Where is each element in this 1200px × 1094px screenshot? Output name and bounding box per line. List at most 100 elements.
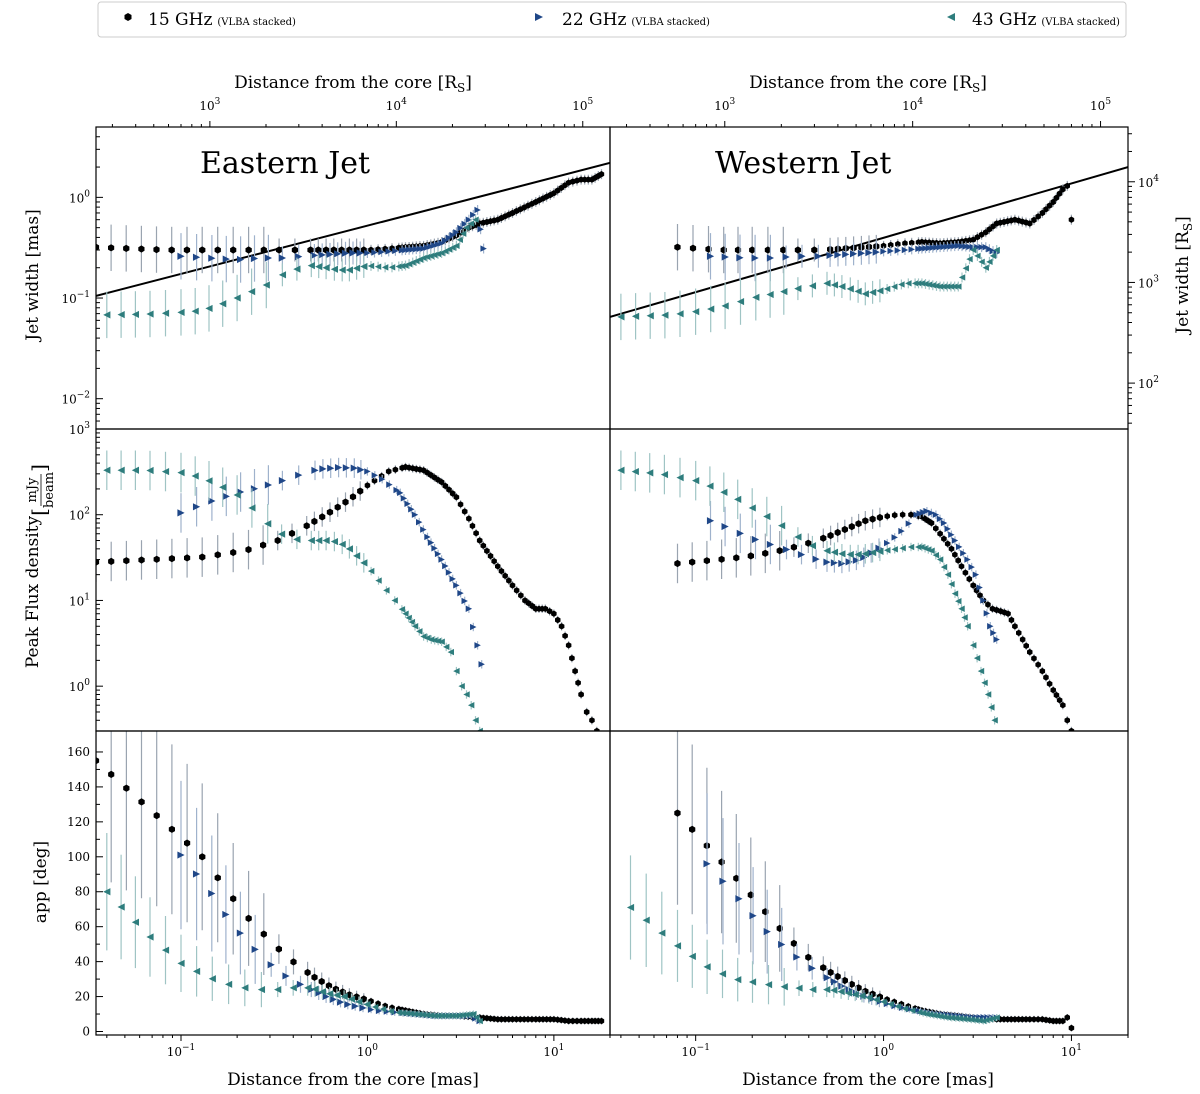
legend-marker-15ghz <box>124 13 132 21</box>
marker-43ghz <box>379 1005 387 1013</box>
marker-22ghz <box>951 242 958 250</box>
marker-43ghz <box>958 274 966 281</box>
marker-43ghz <box>419 1011 427 1018</box>
marker-43ghz <box>884 547 891 554</box>
marker-15ghz <box>555 616 561 624</box>
western-title: Western Jet <box>715 146 891 181</box>
marker-22ghz <box>872 248 880 256</box>
marker-15ghz <box>764 246 771 254</box>
marker-15ghz <box>827 968 834 976</box>
marker-43ghz <box>435 1012 442 1019</box>
marker-15ghz <box>1039 667 1046 675</box>
bottom-x-tick-label: 100 <box>873 1043 894 1059</box>
marker-15ghz <box>184 839 191 847</box>
angle-y-tick-label: 80 <box>75 885 90 899</box>
series-43ghz <box>617 450 998 725</box>
marker-15ghz <box>513 587 520 594</box>
marker-43ghz <box>277 530 286 538</box>
marker-43ghz <box>984 691 992 698</box>
top-x-tick-label: 105 <box>1090 97 1111 113</box>
marker-15ghz <box>332 985 339 993</box>
marker-43ghz <box>352 552 361 560</box>
marker-22ghz <box>465 216 473 223</box>
marker-22ghz <box>398 247 406 254</box>
marker-43ghz <box>948 580 955 588</box>
marker-22ghz <box>359 1004 367 1012</box>
marker-43ghz <box>453 242 460 250</box>
marker-15ghz <box>834 972 841 981</box>
marker-22ghz <box>457 224 464 232</box>
marker-15ghz <box>449 490 456 497</box>
marker-43ghz <box>355 998 363 1006</box>
marker-22ghz <box>413 245 420 253</box>
marker-15ghz <box>948 545 955 552</box>
marker-22ghz <box>264 481 273 489</box>
angle-y-tick-label: 100 <box>67 850 90 864</box>
marker-22ghz <box>766 540 775 549</box>
marker-22ghz <box>264 254 273 262</box>
marker-15ghz <box>776 547 783 555</box>
marker-15ghz <box>260 246 267 254</box>
marker-15ghz <box>1068 1024 1075 1032</box>
marker-43ghz <box>476 727 483 731</box>
panel-western-flux <box>617 450 1075 731</box>
series-43ghz <box>617 245 1000 341</box>
marker-22ghz <box>736 529 744 537</box>
marker-43ghz <box>330 265 338 273</box>
marker-22ghz <box>894 247 902 254</box>
marker-43ghz <box>936 283 944 290</box>
marker-43ghz <box>948 1014 956 1022</box>
marker-15ghz <box>199 853 206 861</box>
marker-22ghz <box>438 240 445 247</box>
marker-15ghz <box>862 517 869 525</box>
width-y-tick-label: 100 <box>69 189 90 205</box>
marker-22ghz <box>826 251 834 260</box>
marker-43ghz <box>692 477 700 485</box>
marker-15ghz <box>1060 186 1066 193</box>
marker-15ghz <box>749 246 756 254</box>
marker-43ghz <box>823 985 831 994</box>
marker-43ghz <box>688 952 696 960</box>
marker-43ghz <box>447 648 455 656</box>
marker-43ghz <box>869 548 877 557</box>
marker-15ghz <box>168 555 175 563</box>
legend-entry-43ghz: 43 GHz (VLBA stacked) <box>947 10 1120 30</box>
marker-15ghz <box>385 468 392 475</box>
marker-15ghz <box>1064 182 1070 190</box>
marker-43ghz <box>830 548 839 556</box>
marker-15ghz <box>578 691 584 698</box>
marker-15ghz <box>230 548 237 557</box>
legend-label-15ghz: 15 GHz <box>148 10 212 30</box>
marker-43ghz <box>830 986 838 994</box>
marker-22ghz <box>208 497 216 505</box>
marker-43ghz <box>978 258 985 266</box>
marker-15ghz <box>790 939 797 947</box>
marker-15ghz <box>326 508 334 516</box>
marker-15ghz <box>895 240 901 248</box>
marker-15ghz <box>674 809 681 817</box>
panel-eastern-angle <box>96 731 605 1025</box>
top-x-tick-label: 104 <box>902 97 923 113</box>
marker-22ghz <box>916 510 924 517</box>
marker-22ghz <box>364 468 371 475</box>
marker-43ghz <box>333 991 341 999</box>
marker-15ghz <box>518 592 524 599</box>
marker-22ghz <box>778 940 786 949</box>
marker-22ghz <box>434 241 442 248</box>
marker-15ghz <box>733 554 740 562</box>
marker-15ghz <box>214 551 221 559</box>
marker-43ghz <box>326 990 334 998</box>
marker-43ghz <box>431 251 438 259</box>
marker-43ghz <box>794 533 802 541</box>
marker-43ghz <box>289 984 297 992</box>
marker-22ghz <box>445 569 453 576</box>
marker-43ghz <box>955 598 962 605</box>
marker-15ghz <box>123 244 130 252</box>
marker-22ghz <box>319 465 327 473</box>
marker-22ghz <box>282 972 290 980</box>
marker-43ghz <box>854 550 862 559</box>
marker-43ghz <box>795 984 803 992</box>
marker-43ghz <box>375 577 382 584</box>
marker-43ghz <box>428 636 435 643</box>
marker-15ghz <box>274 536 281 545</box>
